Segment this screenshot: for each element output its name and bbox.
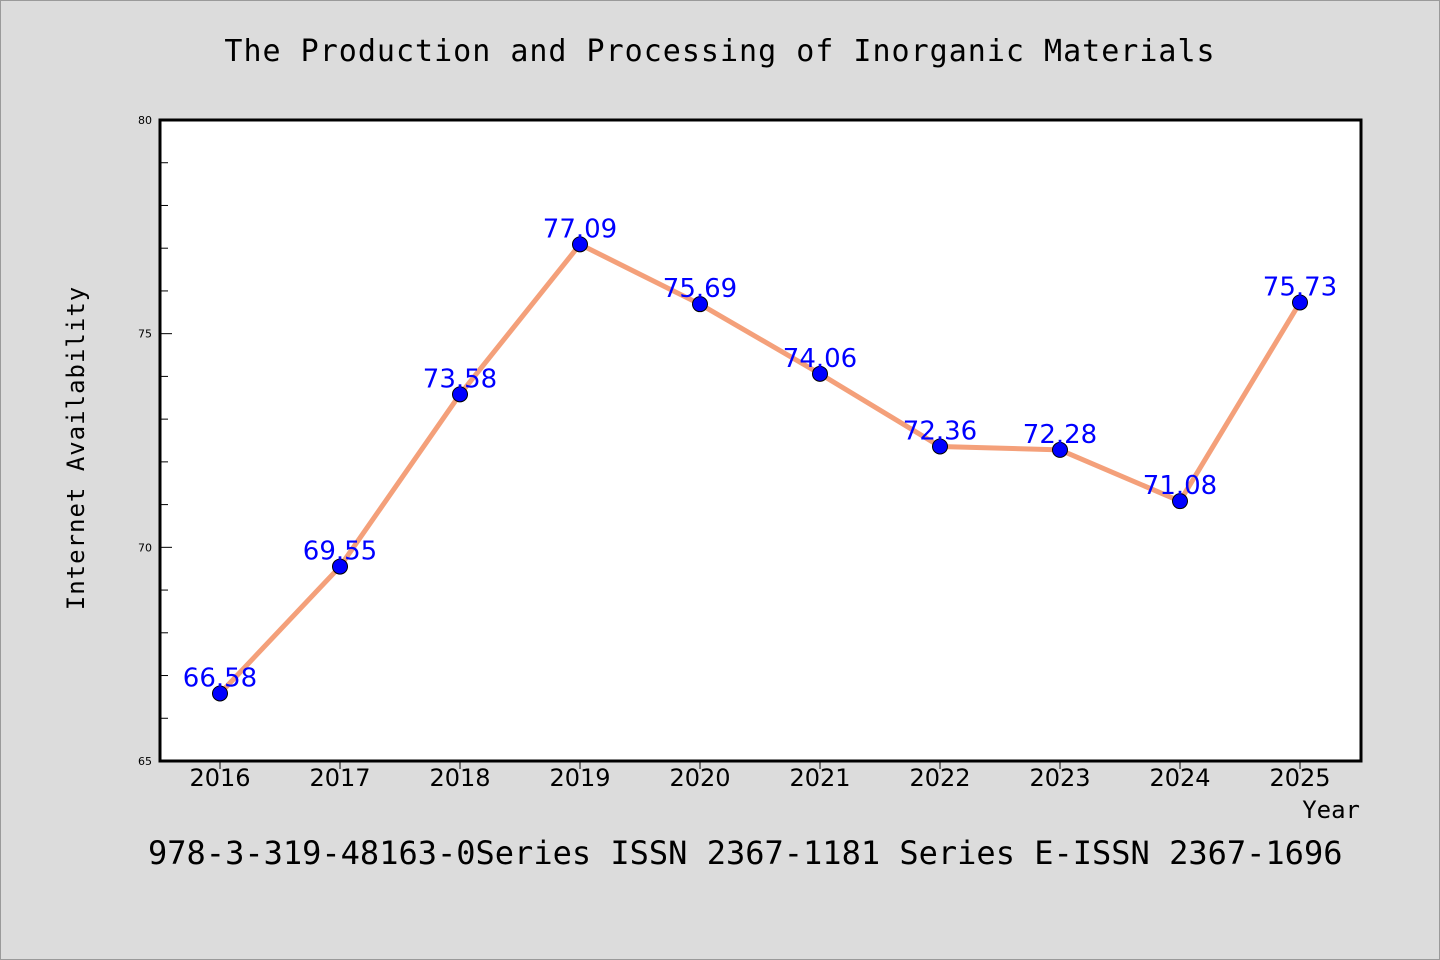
- x-tick-label: 2020: [669, 764, 730, 792]
- data-point-marker: [452, 386, 468, 403]
- x-tick-label: 2019: [549, 764, 610, 792]
- data-point-marker: [572, 236, 588, 253]
- data-point-marker: [1172, 493, 1188, 510]
- chart-title: The Production and Processing of Inorgan…: [224, 34, 1216, 69]
- data-label: 74.06: [783, 344, 857, 374]
- x-tick-label: 2021: [789, 764, 850, 792]
- y-tick-label: 65: [138, 755, 152, 768]
- data-label: 69.55: [303, 537, 377, 567]
- data-label: 71.08: [1143, 471, 1217, 501]
- x-tick-label: 2017: [309, 764, 370, 792]
- y-axis-label: Internet Availability: [62, 285, 90, 611]
- y-tick-label: 70: [138, 541, 152, 554]
- x-tick-label: 2025: [1269, 764, 1330, 792]
- y-tick-label: 80: [138, 114, 152, 127]
- x-tick-label: 2023: [1029, 764, 1090, 792]
- x-tick-label: 2024: [1149, 764, 1210, 792]
- x-tick-label: 2016: [189, 764, 250, 792]
- data-point-marker: [1052, 441, 1068, 458]
- data-label: 75.73: [1263, 272, 1337, 302]
- plot-area: [158, 118, 1363, 763]
- data-label: 72.36: [903, 416, 977, 446]
- x-tick-label: 2022: [909, 764, 970, 792]
- data-label: 66.58: [183, 663, 257, 693]
- data-point-marker: [692, 296, 708, 313]
- data-point-marker: [332, 558, 348, 575]
- footer-isbn-text: 978-3-319-48163-0Series ISSN 2367-1181 S…: [148, 834, 1343, 872]
- data-point-marker: [932, 438, 948, 455]
- data-point-marker: [1292, 294, 1308, 311]
- data-point-marker: [212, 685, 228, 702]
- x-axis-label: Year: [1302, 796, 1360, 824]
- x-tick-label: 2018: [429, 764, 490, 792]
- series-line: [217, 241, 1303, 696]
- data-label: 77.09: [543, 214, 617, 244]
- data-point-marker: [812, 365, 828, 382]
- y-tick-label: 75: [138, 328, 152, 341]
- data-label: 75.69: [663, 274, 737, 304]
- data-label: 72.28: [1023, 420, 1097, 450]
- data-label: 73.58: [423, 364, 497, 394]
